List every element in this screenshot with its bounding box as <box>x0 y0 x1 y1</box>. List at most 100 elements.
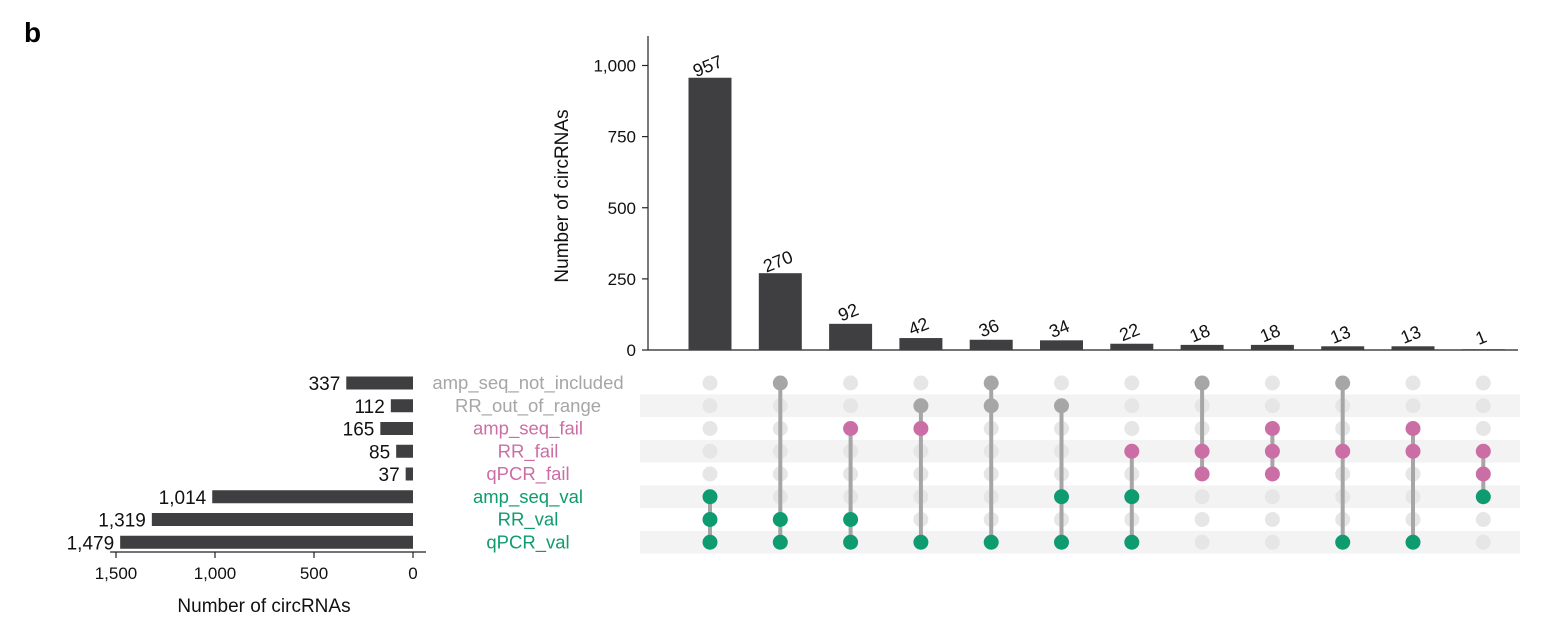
matrix-dot-active <box>843 534 859 550</box>
matrix-dot-active <box>983 534 999 550</box>
set-label: amp_seq_fail <box>473 418 583 440</box>
matrix-row-stripe <box>640 439 1520 463</box>
y-tick-label: 750 <box>608 128 636 147</box>
y-tick-label: 500 <box>608 199 636 218</box>
matrix-dot-inactive <box>702 421 718 436</box>
matrix-dot-inactive <box>913 375 929 391</box>
intersection-value-label: 18 <box>1257 320 1283 346</box>
intersection-y-axis-label: Number of circRNAs <box>552 109 573 282</box>
intersection-value-label: 42 <box>906 313 932 339</box>
set-size-value-label: 1,319 <box>98 511 146 532</box>
matrix-dot-inactive <box>1124 375 1140 391</box>
intersection-bar <box>1321 346 1365 350</box>
intersection-bar <box>899 338 943 350</box>
matrix-dot-inactive <box>1124 421 1140 436</box>
intersection-bar <box>829 323 873 350</box>
matrix-dot-active <box>1124 489 1140 505</box>
intersection-y-axis: 0 250 500 750 1,000 <box>593 36 1518 360</box>
set-size-bar <box>390 399 413 413</box>
matrix-dot-active <box>983 375 999 391</box>
matrix-dot-active <box>1194 375 1210 391</box>
intersection-bar <box>1110 343 1154 350</box>
intersection-matrix: amp_seq_not_includedRR_out_of_rangeamp_s… <box>432 372 1520 554</box>
intersection-value-label: 22 <box>1117 319 1143 345</box>
intersection-value-label: 18 <box>1187 320 1213 346</box>
set-label: RR_fail <box>498 440 559 462</box>
matrix-dot-active <box>913 421 929 436</box>
matrix-dot-active <box>1264 443 1280 459</box>
x-tick-label: 500 <box>300 564 328 583</box>
intersection-value-label: 34 <box>1046 316 1072 342</box>
set-label: RR_out_of_range <box>455 395 601 417</box>
x-tick-label: 1,000 <box>194 564 237 583</box>
matrix-dot-active <box>1264 421 1280 436</box>
x-tick-label: 0 <box>408 564 417 583</box>
matrix-dot-inactive <box>1475 534 1491 550</box>
matrix-dot-inactive <box>1264 398 1280 414</box>
set-size-value-label: 85 <box>369 442 390 463</box>
set-label: amp_seq_val <box>473 486 583 508</box>
intersection-value-label: 92 <box>835 299 861 325</box>
set-size-x-axis-label: Number of circRNAs <box>177 596 350 617</box>
matrix-dot-active <box>1405 534 1421 550</box>
panel-label: b <box>24 17 41 48</box>
intersection-value-label: 36 <box>976 315 1002 341</box>
matrix-dot-active <box>1475 443 1491 459</box>
matrix-dot-active <box>1124 534 1140 550</box>
set-size-value-label: 37 <box>379 465 400 486</box>
set-size-value-label: 1,479 <box>67 533 115 554</box>
matrix-dot-inactive <box>1194 512 1210 527</box>
intersection-value-label: 957 <box>690 51 725 81</box>
matrix-dot-active <box>1405 421 1421 436</box>
matrix-dot-active <box>1335 375 1351 391</box>
matrix-dot-active <box>1264 466 1280 482</box>
matrix-dot-active <box>702 512 718 527</box>
intersection-bar <box>1040 340 1083 350</box>
matrix-stripes <box>640 394 1520 554</box>
intersection-bar <box>1391 346 1435 350</box>
intersection-bar <box>969 339 1013 350</box>
intersection-size-chart: Number of circRNAs 0 250 500 750 1,000 957 27… <box>552 36 1518 360</box>
set-label: amp_seq_not_included <box>432 372 623 394</box>
matrix-dot-active <box>983 398 999 414</box>
matrix-dot-active <box>1335 443 1351 459</box>
matrix-dot-inactive <box>702 398 718 414</box>
set-label: RR_val <box>498 509 559 531</box>
matrix-dot-inactive <box>1264 375 1280 391</box>
matrix-dots <box>702 375 1491 550</box>
intersection-value-label: 270 <box>760 247 795 277</box>
matrix-dot-active <box>702 489 718 505</box>
intersection-bar <box>758 273 802 350</box>
set-size-bar <box>212 490 413 504</box>
set-size-bar <box>151 513 413 526</box>
matrix-row-stripe <box>640 485 1520 509</box>
x-tick-label: 1,500 <box>95 564 138 583</box>
matrix-dot-inactive <box>1264 534 1280 550</box>
intersection-bar <box>1461 349 1505 350</box>
matrix-dot-active <box>913 398 929 414</box>
matrix-dot-active <box>772 375 788 391</box>
set-size-bar <box>346 376 413 390</box>
intersection-value-label: 13 <box>1327 322 1353 348</box>
matrix-dot-active <box>1124 443 1140 459</box>
matrix-dot-inactive <box>1405 398 1421 414</box>
matrix-dot-active <box>1335 534 1351 550</box>
matrix-dot-active <box>1194 466 1210 482</box>
set-size-bar <box>120 535 414 549</box>
matrix-dot-inactive <box>1054 375 1069 391</box>
y-tick-label: 0 <box>627 341 636 360</box>
intersection-value-label: 1 <box>1473 326 1490 348</box>
intersection-bar <box>688 77 732 351</box>
y-tick-label: 250 <box>608 270 636 289</box>
set-size-value-label: 112 <box>355 397 385 418</box>
intersection-bar <box>1180 344 1224 350</box>
set-size-x-axis: 1,500 1,000 500 0 <box>95 551 426 583</box>
matrix-dot-active <box>702 534 718 550</box>
matrix-dot-inactive <box>843 398 859 414</box>
set-size-value-label: 1,014 <box>159 488 207 509</box>
intersection-bars: 957 270 92 42 36 34 22 18 18 13 13 1 <box>688 51 1505 351</box>
set-labels: amp_seq_not_includedRR_out_of_rangeamp_s… <box>432 372 623 553</box>
matrix-dot-active <box>1054 398 1069 414</box>
